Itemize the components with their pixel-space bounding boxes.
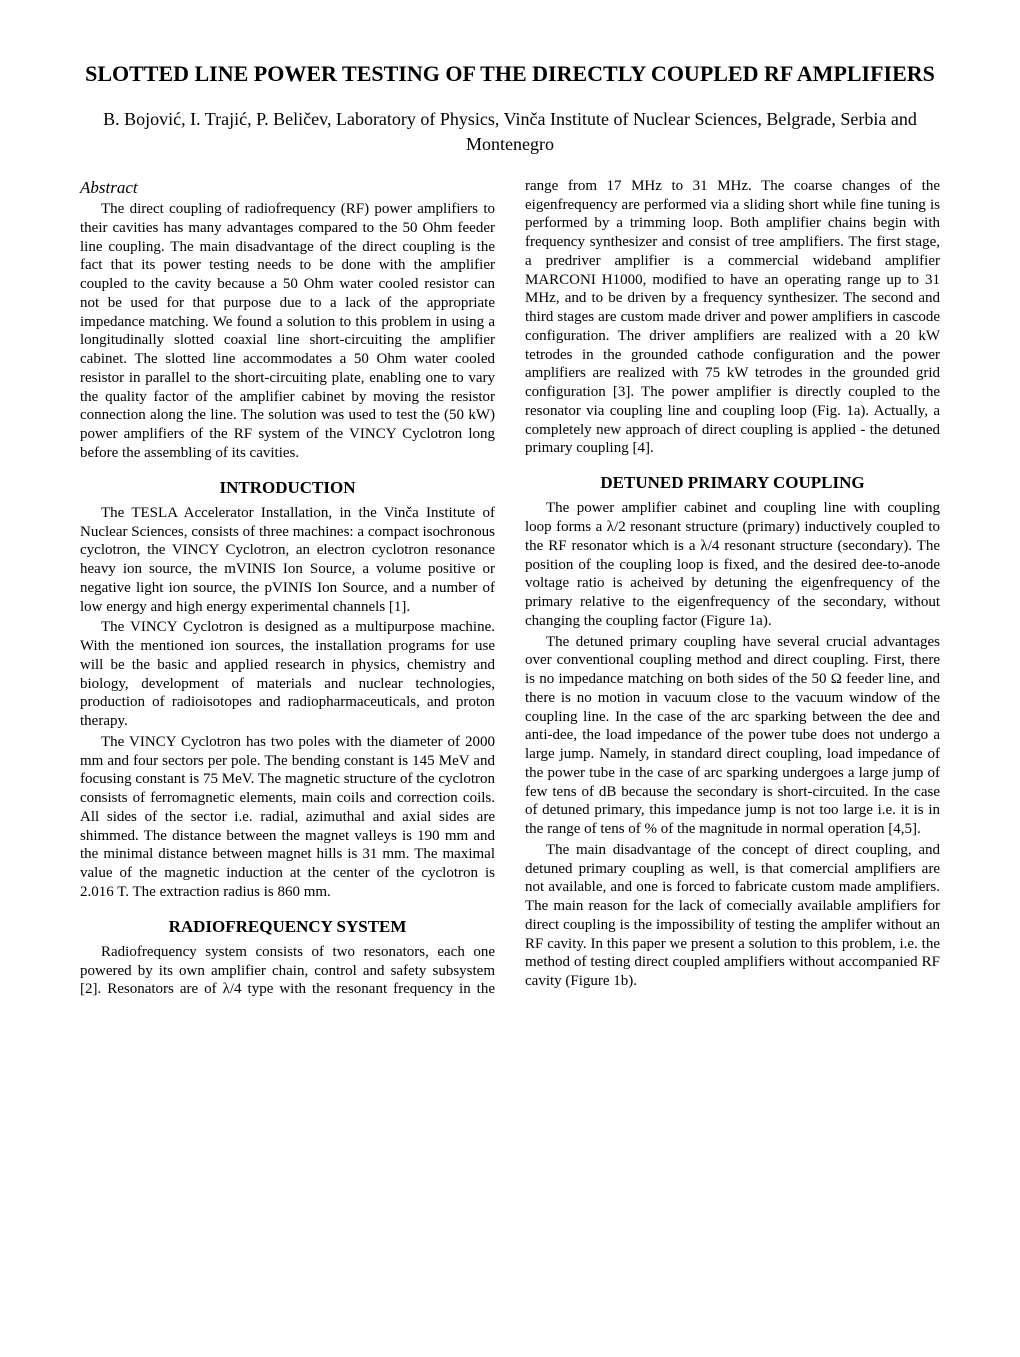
section-heading-introduction: INTRODUCTION — [80, 477, 495, 498]
dpc-paragraph: The detuned primary coupling have severa… — [525, 633, 940, 839]
dpc-paragraph: The power amplifier cabinet and coupling… — [525, 499, 940, 630]
section-heading-rf-system: RADIOFREQUENCY SYSTEM — [80, 916, 495, 937]
intro-paragraph: The TESLA Accelerator Installation, in t… — [80, 504, 495, 617]
paper-authors: B. Bojović, I. Trajić, P. Beličev, Labor… — [80, 107, 940, 157]
paper-body-columns: Abstract The direct coupling of radiofre… — [80, 177, 940, 999]
dpc-paragraph: The main disadvantage of the concept of … — [525, 841, 940, 991]
intro-paragraph: The VINCY Cyclotron has two poles with t… — [80, 733, 495, 902]
abstract-heading: Abstract — [80, 177, 495, 198]
paper-title: SLOTTED LINE POWER TESTING OF THE DIRECT… — [80, 60, 940, 89]
intro-paragraph: The VINCY Cyclotron is designed as a mul… — [80, 618, 495, 731]
section-heading-detuned-primary-coupling: DETUNED PRIMARY COUPLING — [525, 472, 940, 493]
abstract-body: The direct coupling of radiofrequency (R… — [80, 200, 495, 463]
